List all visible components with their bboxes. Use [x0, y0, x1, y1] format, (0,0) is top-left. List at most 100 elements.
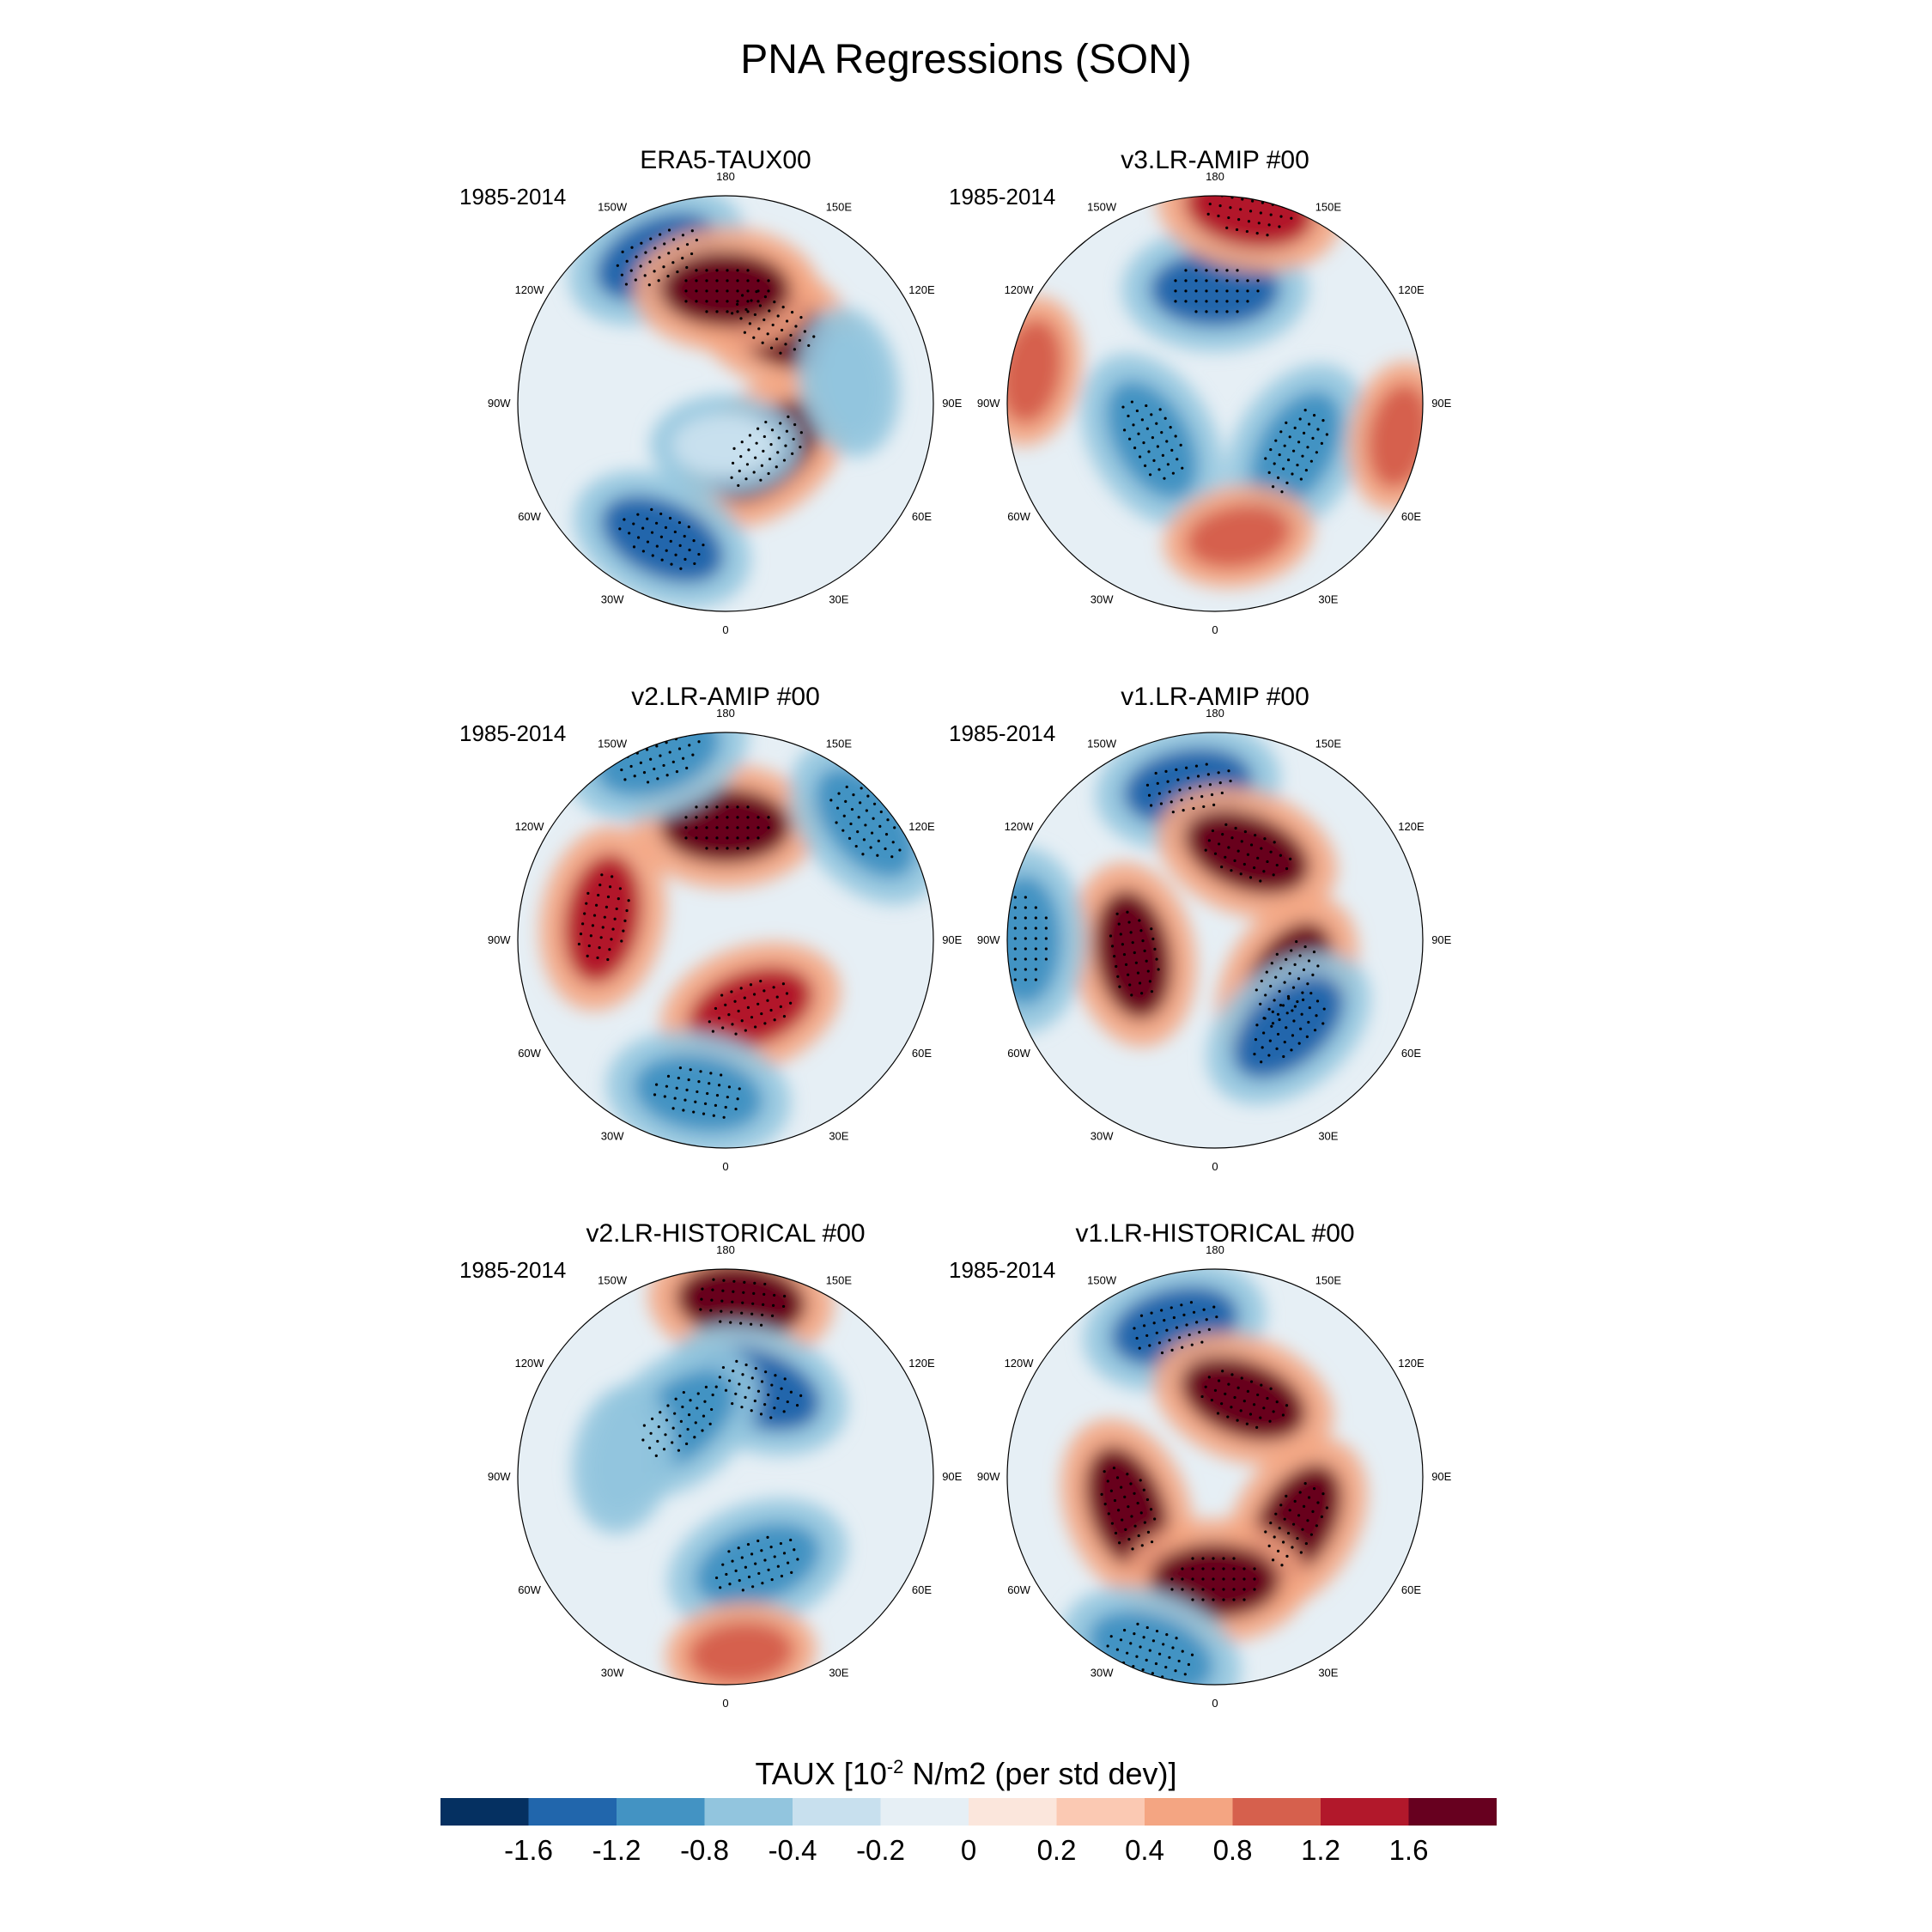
significance-dot: [697, 740, 701, 744]
significance-dot: [1237, 218, 1241, 222]
significance-dot: [773, 1555, 776, 1558]
significance-dot: [1204, 848, 1207, 852]
significance-dot: [1202, 805, 1206, 809]
significance-dot: [749, 983, 753, 987]
significance-dot: [1236, 269, 1239, 272]
significance-dot: [1109, 1489, 1113, 1492]
significance-dot: [1259, 1416, 1262, 1419]
significance-dot: [616, 264, 619, 267]
longitude-label: 120W: [515, 283, 545, 296]
significance-dot: [705, 300, 708, 303]
significance-dot: [654, 521, 659, 525]
significance-dot: [699, 1070, 702, 1073]
significance-dot: [1194, 289, 1198, 293]
significance-dot: [740, 1556, 744, 1559]
significance-dot: [736, 310, 739, 313]
significance-dot: [657, 1425, 660, 1429]
significance-dot: [780, 1574, 784, 1578]
significance-dot: [703, 1102, 708, 1105]
significance-dot: [750, 1312, 754, 1315]
significance-dot: [730, 1310, 733, 1314]
significance-dot: [712, 1278, 715, 1281]
significance-dot: [727, 1550, 731, 1553]
significance-dot: [644, 251, 647, 254]
significance-dot: [1312, 414, 1316, 417]
significance-dot: [1170, 800, 1173, 804]
anomaly-core: [688, 1621, 794, 1684]
significance-dot: [727, 1085, 731, 1089]
significance-dot: [622, 929, 625, 933]
significance-dot: [1124, 963, 1128, 966]
significance-dot: [1004, 947, 1006, 950]
significance-dot: [1131, 941, 1134, 945]
significance-dot: [1247, 220, 1251, 223]
longitude-label: 150W: [598, 1274, 628, 1287]
significance-dot: [1151, 436, 1154, 440]
significance-dot: [1311, 436, 1315, 440]
significance-dot: [596, 956, 599, 960]
significance-dot: [746, 269, 750, 272]
significance-dot: [1274, 439, 1278, 442]
significance-dot: [1320, 441, 1323, 445]
significance-dot: [683, 557, 687, 561]
significance-dot: [726, 289, 729, 293]
significance-dot: [1119, 1638, 1123, 1642]
significance-dot: [1291, 1034, 1295, 1037]
significance-dot: [715, 289, 719, 293]
longitude-label: 90E: [942, 933, 962, 946]
significance-dot: [1121, 405, 1125, 409]
anomaly-core: [1184, 810, 1310, 895]
significance-dot: [715, 816, 719, 819]
significance-dot: [705, 310, 708, 313]
significance-dot: [741, 1589, 744, 1592]
significance-dot: [1291, 449, 1296, 453]
colorbar-label-suffix: N/m2 (per std dev)]: [903, 1756, 1177, 1791]
significance-dot: [779, 422, 782, 425]
significance-dot: [764, 420, 768, 424]
significance-dot: [1274, 975, 1278, 979]
significance-dot: [772, 986, 775, 989]
significance-dot: [1278, 1526, 1281, 1530]
significance-dot: [731, 461, 735, 465]
significance-dot: [687, 1078, 690, 1082]
significance-dot: [773, 1293, 776, 1297]
significance-dot: [684, 836, 688, 840]
significance-dot: [850, 807, 854, 811]
significance-dot: [702, 1112, 706, 1115]
significance-dot: [685, 766, 689, 770]
significance-dot: [746, 1005, 750, 1009]
significance-dot: [776, 451, 780, 454]
significance-dot: [726, 826, 729, 829]
significance-dot: [694, 1100, 697, 1103]
significance-dot: [1312, 1487, 1316, 1491]
significance-dot: [1034, 937, 1037, 940]
significance-dot: [1182, 808, 1185, 812]
significance-dot: [1115, 1476, 1120, 1479]
significance-dot: [775, 995, 779, 999]
significance-dot: [1195, 1321, 1199, 1324]
significance-dot: [1118, 1541, 1121, 1545]
significance-dot: [1273, 196, 1276, 197]
polar-map: 180 150E 120E 90E 60E 30E 0 30W 60W 90W 120W 150W: [488, 1243, 963, 1710]
significance-dot: [1315, 451, 1318, 454]
colorbar-swatch: [440, 1798, 529, 1826]
significance-dot: [711, 1288, 714, 1291]
longitude-label: 30W: [1091, 1666, 1114, 1679]
significance-dot: [1155, 1629, 1159, 1633]
significance-dot: [1106, 1644, 1109, 1648]
significance-dot: [1205, 762, 1208, 766]
significance-dot: [1215, 1315, 1218, 1319]
significance-dot: [610, 938, 613, 941]
significance-dot: [719, 1320, 722, 1323]
significance-dot: [1308, 1005, 1311, 1010]
significance-dot: [1175, 1637, 1178, 1640]
significance-dot: [1170, 1588, 1174, 1591]
significance-dot: [744, 477, 748, 481]
significance-dot: [1130, 993, 1133, 997]
significance-dot: [1024, 968, 1027, 971]
significance-dot: [733, 999, 737, 1003]
significance-dot: [1271, 1558, 1275, 1562]
significance-dot: [620, 939, 623, 943]
significance-dot: [1127, 1538, 1131, 1541]
longitude-label: 30W: [1091, 592, 1114, 605]
